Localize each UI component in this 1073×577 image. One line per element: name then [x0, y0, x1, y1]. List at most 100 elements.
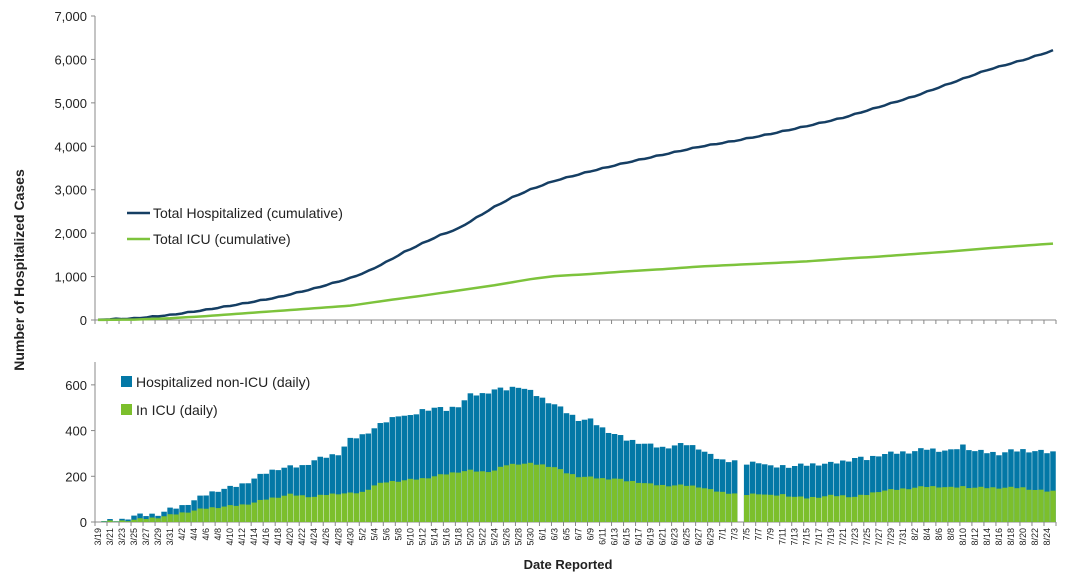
bar-non-icu-7-29 — [888, 451, 894, 522]
bar-in-icu-8-1 — [906, 489, 912, 522]
bar-in-icu-7-8 — [761, 494, 768, 522]
bar-non-icu-7-24 — [858, 456, 864, 522]
bar-in-icu-4-8 — [215, 508, 221, 522]
bar-non-icu-8-17 — [1002, 452, 1008, 522]
date-tick-label: 4/20 — [285, 528, 295, 546]
bar-non-icu-5-27 — [509, 386, 516, 522]
bar-in-icu-4-23 — [305, 497, 311, 522]
bar-non-icu-5-5 — [377, 423, 384, 522]
bar-in-icu-7-17 — [815, 497, 822, 522]
date-tick-label: 7/11 — [778, 528, 788, 545]
date-tick-label: 7/21 — [838, 528, 848, 546]
date-tick-label: 4/10 — [225, 528, 235, 546]
bar-in-icu-5-6 — [383, 482, 390, 522]
bar-non-icu-6-12 — [605, 432, 612, 522]
bar-in-icu-8-15 — [990, 487, 996, 522]
date-tick-label: 5/28 — [513, 528, 523, 546]
y-tick-label-bottom: 600 — [65, 378, 87, 393]
bar-non-icu-4-7 — [209, 491, 215, 522]
bar-in-icu-8-24 — [1044, 491, 1050, 522]
bar-in-icu-5-23 — [485, 472, 492, 522]
date-tick-label: 5/20 — [465, 528, 475, 546]
bar-non-icu-7-6 — [749, 461, 756, 522]
bar-in-icu-3-29 — [155, 518, 161, 522]
bar-in-icu-6-29 — [707, 489, 714, 522]
bar-in-icu-5-8 — [395, 481, 402, 522]
bar-non-icu-5-8 — [395, 416, 402, 522]
date-tick-label: 4/16 — [261, 528, 271, 546]
bar-in-icu-5-26 — [503, 465, 510, 522]
bar-non-icu-7-27 — [876, 456, 882, 522]
bar-non-icu-8-12 — [972, 451, 978, 522]
bar-in-icu-7-31 — [900, 488, 906, 522]
bar-non-icu-7-14 — [797, 463, 804, 522]
bar-non-icu-8-11 — [966, 450, 972, 522]
date-tick-label: 8/12 — [970, 528, 980, 546]
date-tick-label: 8/18 — [1006, 528, 1016, 546]
date-tick-label: 4/22 — [297, 528, 307, 546]
date-tick-label: 3/23 — [117, 528, 127, 546]
bar-non-icu-6-30 — [713, 458, 720, 522]
bar-non-icu-8-2 — [912, 451, 918, 522]
bar-non-icu-6-3 — [551, 404, 558, 522]
bar-in-icu-5-20 — [467, 469, 474, 522]
date-tick-label: 5/16 — [441, 528, 451, 546]
date-tick-label: 4/26 — [321, 528, 331, 546]
bar-in-icu-7-1 — [719, 491, 726, 522]
bar-in-icu-5-11 — [413, 479, 420, 522]
bar-non-icu-8-8 — [948, 449, 954, 522]
daily-panel-bars — [101, 386, 1056, 522]
bar-in-icu-4-16 — [263, 499, 269, 522]
bar-non-icu-6-27 — [695, 449, 702, 522]
bar-non-icu-7-17 — [815, 465, 822, 522]
bar-in-icu-6-15 — [623, 481, 630, 522]
bar-in-icu-6-25 — [683, 485, 690, 522]
bar-in-icu-6-18 — [641, 483, 648, 522]
bar-in-icu-7-7 — [755, 494, 762, 522]
bar-in-icu-4-17 — [269, 497, 275, 522]
bar-non-icu-6-8 — [581, 419, 588, 522]
date-tick-label: 5/26 — [501, 528, 511, 546]
bar-non-icu-4-23 — [305, 464, 311, 522]
bar-non-icu-8-24 — [1044, 453, 1050, 522]
date-tick-label: 6/29 — [706, 528, 716, 546]
bar-in-icu-4-22 — [299, 495, 305, 522]
date-tick-label: 4/14 — [249, 528, 259, 546]
date-tick-label: 7/3 — [730, 528, 740, 541]
date-tick-label: 7/5 — [742, 528, 752, 541]
legend-label-in-icu: In ICU (daily) — [136, 402, 218, 418]
date-tick-label: 4/28 — [333, 528, 343, 546]
bar-in-icu-7-22 — [846, 497, 852, 522]
bar-non-icu-4-11 — [233, 486, 239, 522]
bar-in-icu-6-3 — [551, 467, 558, 522]
bar-in-icu-5-2 — [359, 491, 366, 522]
bar-in-icu-6-2 — [545, 466, 552, 522]
bar-in-icu-8-25 — [1050, 490, 1056, 522]
bar-in-icu-8-11 — [966, 488, 972, 522]
bar-in-icu-4-26 — [323, 495, 330, 522]
date-tick-label: 8/22 — [1030, 528, 1040, 546]
bar-in-icu-3-27 — [143, 519, 149, 522]
bar-non-icu-7-22 — [846, 461, 852, 522]
bar-in-icu-8-4 — [924, 487, 930, 522]
bar-in-icu-7-14 — [797, 496, 804, 522]
date-tick-label: 5/18 — [453, 528, 463, 546]
bar-in-icu-5-17 — [449, 472, 456, 522]
bar-non-icu-5-6 — [383, 422, 390, 522]
bar-non-icu-7-21 — [840, 460, 846, 522]
bar-in-icu-3-26 — [137, 518, 143, 522]
date-tick-label: 3/29 — [153, 528, 163, 546]
date-tick-label: 5/22 — [477, 528, 487, 546]
date-tick-label: 7/29 — [886, 528, 896, 546]
date-tick-label: 8/6 — [934, 528, 944, 541]
bar-in-icu-6-14 — [617, 478, 624, 522]
bar-non-icu-7-7 — [755, 463, 762, 522]
bar-in-icu-7-16 — [809, 496, 816, 522]
bar-in-icu-3-30 — [161, 516, 167, 522]
bar-in-icu-6-8 — [581, 476, 588, 522]
bar-non-icu-7-31 — [900, 451, 906, 522]
date-tick-label: 6/23 — [670, 528, 680, 546]
bar-in-icu-7-27 — [876, 492, 882, 522]
bar-in-icu-4-10 — [227, 505, 233, 522]
date-tick-label: 4/8 — [213, 528, 223, 541]
